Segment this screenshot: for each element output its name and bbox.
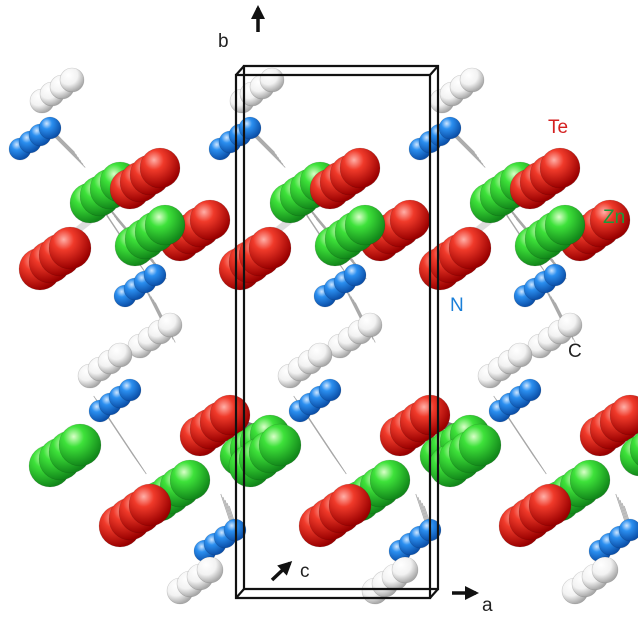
c-axis-arrow-head [277,560,293,576]
c-atom [59,67,85,93]
unit-cell-edge [429,65,439,76]
stacking-line [415,493,427,525]
zn-atom [458,423,502,467]
n-atom [518,378,542,402]
c-atom [507,342,533,368]
unit-cell-edge [429,588,439,599]
zn-atom [544,204,586,246]
n-atom [618,518,638,542]
b-axis-arrow-head [251,5,265,19]
n-atom [143,263,167,287]
n-atom [118,378,142,402]
unit-cell-edge [235,588,245,599]
te-atom [189,199,231,241]
zn-atom [629,432,638,466]
c-atom [391,556,419,584]
te-atom [528,483,572,527]
unit-cell-edge [235,65,245,76]
zn-atom [344,204,386,246]
c-atom [591,556,619,584]
stacking-line [505,413,547,475]
c-atom-label: C [568,341,582,362]
c-atom [196,556,224,584]
stacking-line [454,137,486,168]
c-atom [459,67,485,93]
atoms [8,67,638,605]
n-atom [238,116,262,140]
te-atom [139,147,181,189]
stacking-line [105,413,147,475]
te-atom [209,394,251,436]
a-axis-arrow-head [465,586,479,600]
axis-arrows [251,5,479,600]
zn-atom [169,459,211,501]
n-atom [318,378,342,402]
c-atom [307,342,333,368]
te-atom [389,199,431,241]
zn-atom [569,459,611,501]
te-atom [339,147,381,189]
te-atom [448,226,492,270]
zn-atom [58,423,102,467]
stacking-line [52,134,84,165]
c-atom [107,342,133,368]
a-axis-label: a [482,595,493,616]
te-atom [328,483,372,527]
te-atom [128,483,172,527]
te-atom [609,394,638,436]
stacking-line [254,137,286,168]
stacking-line [615,493,627,525]
stacking-line [452,134,484,165]
te-atom [48,226,92,270]
te-atom [539,147,581,189]
unit-cell-box [234,64,440,600]
stacking-line [54,137,86,168]
zn-atom [369,459,411,501]
stacking-line [305,413,347,475]
c-atom [357,312,383,338]
te-atom [248,226,292,270]
stacking-line [252,134,284,165]
c-atom [259,67,285,93]
n-atom [543,263,567,287]
b-axis-label: b [218,31,229,52]
c-axis-label: c [300,561,310,582]
stacking-line [220,493,232,525]
n-atom [343,263,367,287]
zn-atom [144,204,186,246]
c-atom [157,312,183,338]
n-atom [38,116,62,140]
zn-label: Zn [603,207,626,228]
zn-atom [258,423,302,467]
n-atom [438,116,462,140]
c-atom [557,312,583,338]
te-atom [589,199,631,241]
n-label: N [450,295,464,316]
te-label: Te [548,117,569,138]
